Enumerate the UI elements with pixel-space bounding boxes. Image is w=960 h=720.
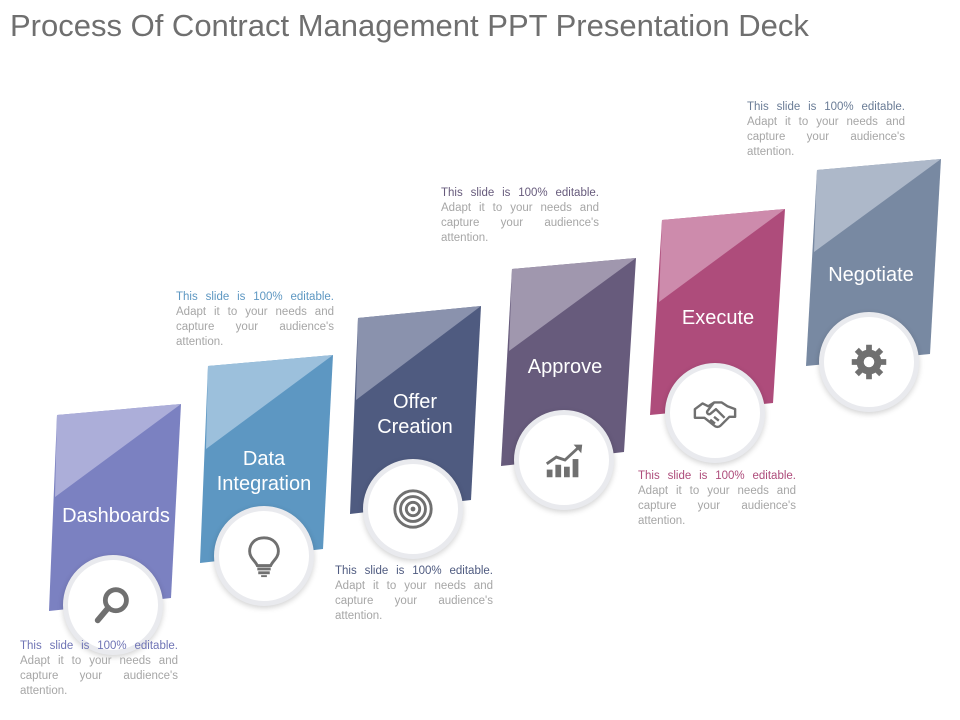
note-body: Adapt it to your needs and capture your … [20,655,178,697]
target-icon [393,489,433,529]
gear-icon [851,344,887,380]
note-dashboards: This slide is 100% editable. Adapt it to… [20,639,178,699]
data-integration-icon-circle [214,506,314,606]
note-execute: This slide is 100% editable. Adapt it to… [638,469,796,529]
note-negotiate: This slide is 100% editable. Adapt it to… [747,100,905,160]
magnifier-icon [94,587,129,624]
step-label-dashboards: Dashboards [62,505,170,527]
offer-creation-icon-circle [363,459,463,559]
note-offer-creation: This slide is 100% editable. Adapt it to… [335,564,493,624]
step-label-execute: Execute [681,307,755,329]
note-body: Adapt it to your needs and capture your … [176,306,334,348]
lightbulb-icon [248,536,280,578]
page-title: Process Of Contract Management PPT Prese… [10,8,809,43]
execute-icon-circle [665,363,765,463]
step-label-negotiate: Negotiate [828,264,914,286]
note-body: Adapt it to your needs and capture your … [335,580,493,622]
step-label-offer-creation: Offer Creation [377,391,453,438]
growth-chart-icon [545,444,583,478]
note-body: Adapt it to your needs and capture your … [441,202,599,244]
note-lead: This slide is 100% editable. [335,565,493,577]
negotiate-icon-circle [819,312,919,412]
note-data-integration: This slide is 100% editable. Adapt it to… [176,290,334,350]
note-lead: This slide is 100% editable. [638,470,796,482]
note-lead: This slide is 100% editable. [20,640,178,652]
note-lead: This slide is 100% editable. [747,101,905,113]
note-lead: This slide is 100% editable. [441,187,599,199]
step-label-approve: Approve [527,356,603,378]
handshake-icon [693,401,737,429]
dashboards-icon-circle [63,555,163,655]
note-lead: This slide is 100% editable. [176,291,334,303]
approve-icon-circle [514,410,614,510]
note-body: Adapt it to your needs and capture your … [747,116,905,158]
note-body: Adapt it to your needs and capture your … [638,485,796,527]
note-approve: This slide is 100% editable. Adapt it to… [441,186,599,246]
step-label-data-integration: Data Integration [216,448,312,495]
